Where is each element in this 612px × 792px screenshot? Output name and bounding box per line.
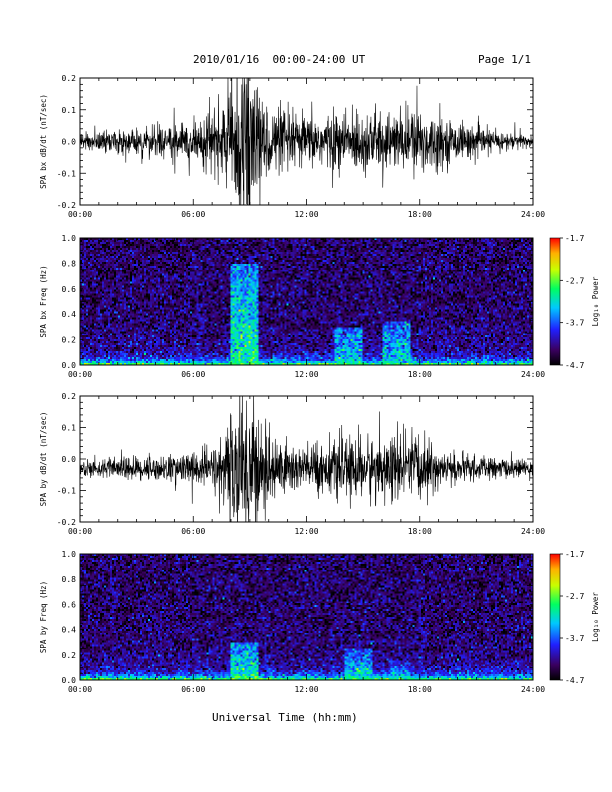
y-tick-label: 0.0 [62,676,77,685]
plot-title: 2010/01/16 00:00-24:00 UT [193,53,366,66]
y-tick-label: 0.0 [62,361,77,370]
x-tick-label: 06:00 [181,685,205,694]
x-tick-label: 24:00 [521,210,545,219]
colorbar-tick-label: -3.7 [565,319,584,328]
x-tick-label: 12:00 [294,527,318,536]
colorbar [549,237,561,366]
y-tick-label: -0.1 [57,487,76,496]
x-axis-title: Universal Time (hh:mm) [212,711,358,724]
y-tick-label: 0.1 [62,424,77,433]
x-tick-label: 18:00 [408,527,432,536]
y-tick-label: 0.2 [62,336,77,345]
x-tick-label: 06:00 [181,527,205,536]
x-tick-label: 12:00 [294,370,318,379]
y-tick-label: 0.2 [62,651,77,660]
y-tick-label: 0.4 [62,626,77,635]
colorbar [549,553,561,681]
y-tick-label: 1.0 [62,550,77,559]
x-tick-label: 06:00 [181,210,205,219]
y-axis-label: SPA by dB/dt (nT/sec) [39,412,48,507]
spectrogram-panel-4: 1.0 0.8 0.6 0.4 0.2 0.000:00 06:00 12:00 18:00 24… [39,550,600,694]
x-tick-label: 18:00 [408,210,432,219]
y-axis-label: SPA bx Freq (Hz) [39,265,48,337]
x-tick-label: 12:00 [294,685,318,694]
x-tick-label: 24:00 [521,685,545,694]
colorbar-tick-label: -4.7 [565,361,584,370]
colorbar-tick-label: -1.7 [565,234,584,243]
spectrogram-panel-2: 1.0 0.8 0.6 0.4 0.2 0.000:00 06:00 12:00 18:00 24… [39,234,600,379]
y-axis-label: SPA by Freq (Hz) [39,581,48,653]
colorbar-label: Log₁₀ Power [591,592,600,642]
x-tick-label: 00:00 [68,685,92,694]
page-number: Page 1/1 [478,53,531,66]
x-tick-label: 06:00 [181,370,205,379]
colorbar-tick-label: -4.7 [565,676,584,685]
y-tick-label: 0.8 [62,575,77,584]
y-axis-label: SPA bx dB/dt (nT/sec) [39,94,48,189]
spectrogram-image [80,554,533,680]
colorbar-tick-label: -2.7 [565,276,584,285]
y-tick-label: -0.2 [57,518,76,527]
y-tick-label: 0.4 [62,310,77,319]
x-tick-label: 18:00 [408,685,432,694]
y-tick-label: -0.2 [57,201,76,210]
x-tick-label: 18:00 [408,370,432,379]
waveform-panel-1: 0.2 0.1 0.0 -0.1 -0.200:00 06:00 12:00 18:00 24:… [39,74,545,219]
y-tick-label: 0.8 [62,259,77,268]
spectrogram-image [80,238,533,365]
y-tick-label: 0.0 [62,455,77,464]
y-tick-label: 0.2 [62,74,77,83]
y-tick-label: 0.2 [62,392,77,401]
y-tick-label: -0.1 [57,169,76,178]
waveform-panel-3: 0.2 0.1 0.0 -0.1 -0.200:00 06:00 12:00 18:00 24:… [39,392,545,536]
x-tick-label: 00:00 [68,210,92,219]
y-tick-label: 1.0 [62,234,77,243]
waveform-trace [80,78,533,205]
y-tick-label: 0.0 [62,138,77,147]
x-tick-label: 24:00 [521,370,545,379]
x-tick-label: 00:00 [68,370,92,379]
x-tick-label: 24:00 [521,527,545,536]
waveform-trace [80,396,533,522]
y-tick-label: 0.6 [62,600,77,609]
y-tick-label: 0.6 [62,285,77,294]
y-tick-label: 0.1 [62,106,77,115]
colorbar-tick-label: -3.7 [565,634,584,643]
x-tick-label: 12:00 [294,210,318,219]
colorbar-tick-label: -2.7 [565,592,584,601]
colorbar-tick-label: -1.7 [565,550,584,559]
colorbar-label: Log₁₀ Power [591,276,600,326]
x-tick-label: 00:00 [68,527,92,536]
